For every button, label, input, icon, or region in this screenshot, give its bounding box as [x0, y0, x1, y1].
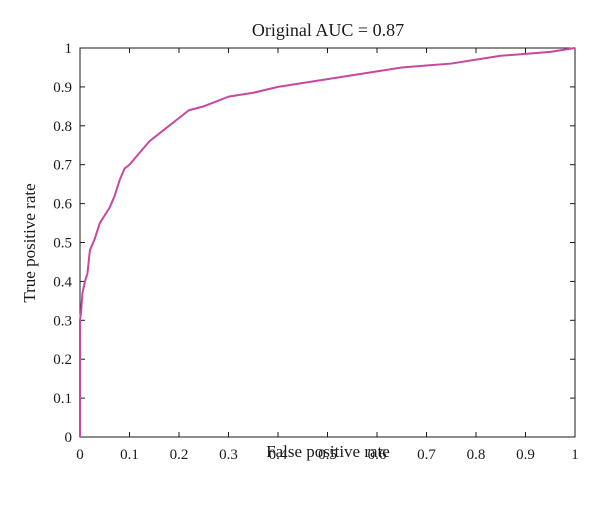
- y-axis-ticks: 0 0.1 0.2 0.3 0.4 0.5 0.6 0.7 0.8 0.9 1: [53, 41, 575, 446]
- roc-curve-line: [79, 47, 576, 437]
- x-tick-label: 0.9: [516, 447, 535, 463]
- x-tick-label: 0: [76, 447, 84, 463]
- x-axis-title: False positive rate: [266, 442, 390, 461]
- y-tick-label: 0.8: [53, 119, 72, 135]
- y-tick-label: 0.3: [53, 313, 72, 329]
- x-axis-ticks: 0 0.1 0.2 0.3 0.4 0.5 0.6 0.7 0.8 0.9 1: [76, 48, 579, 463]
- x-tick-label: 0.7: [417, 447, 436, 463]
- x-tick-label: 0.4: [269, 447, 288, 463]
- x-tick-label: 0.6: [368, 447, 387, 463]
- y-tick-label: 0.6: [53, 197, 72, 213]
- plot-frame: [79, 47, 576, 438]
- y-tick-label: 0.1: [53, 391, 72, 407]
- x-tick-label: 0.1: [120, 447, 139, 463]
- y-tick-label: 0.5: [53, 236, 72, 252]
- series-layer: [79, 47, 576, 437]
- y-tick-label: 0: [65, 430, 73, 446]
- x-tick-label: 1: [571, 447, 579, 463]
- y-tick-label: 0.2: [53, 352, 72, 368]
- y-axis-title: True positive rate: [20, 183, 39, 302]
- x-tick-label: 0.2: [170, 447, 189, 463]
- y-tick-label: 0.7: [53, 158, 72, 174]
- x-tick-label: 0.3: [219, 447, 238, 463]
- y-tick-label: 1: [65, 41, 73, 57]
- y-tick-label: 0.4: [53, 274, 72, 290]
- x-tick-label: 0.8: [467, 447, 486, 463]
- y-tick-label: 0.9: [53, 80, 72, 96]
- x-tick-label: 0.5: [318, 447, 337, 463]
- chart-title: Original AUC = 0.87: [252, 20, 404, 40]
